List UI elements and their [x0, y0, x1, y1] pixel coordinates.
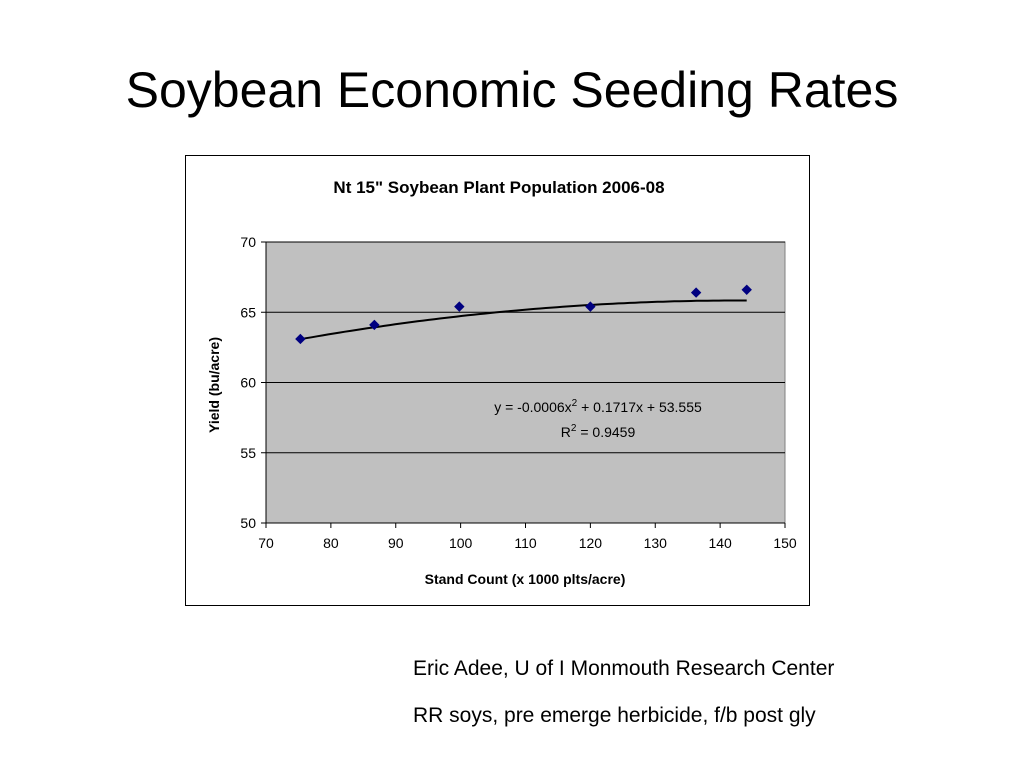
chart-title: Nt 15" Soybean Plant Population 2006-08: [333, 178, 664, 197]
y-tick-label: 50: [240, 515, 256, 531]
chart-frame: Nt 15" Soybean Plant Population 2006-08 …: [185, 155, 810, 606]
x-tick-label: 150: [773, 535, 797, 551]
data-point: [585, 301, 596, 312]
y-tick-label: 70: [240, 234, 256, 250]
x-tick-label: 110: [514, 535, 537, 551]
x-tick-label: 120: [579, 535, 603, 551]
author-note: Eric Adee, U of I Monmouth Research Cent…: [413, 657, 835, 680]
tick-labels: 50 55 60 65 70 70 80 90 100 110 120 130 140 150: [240, 234, 796, 551]
x-tick-label: 70: [258, 535, 274, 551]
x-tick-label: 90: [388, 535, 404, 551]
y-tick-label: 60: [240, 375, 256, 391]
data-point: [295, 333, 306, 345]
slide-title: Soybean Economic Seeding Rates: [125, 62, 899, 118]
x-tick-label: 140: [708, 535, 732, 551]
data-point: [454, 301, 465, 312]
trendline-equation: y = -0.0006x2 + 0.1717x + 53.555: [494, 398, 702, 415]
x-tick-label: 100: [449, 535, 473, 551]
data-point: [741, 284, 752, 295]
gridlines: [266, 241, 785, 454]
data-points: [295, 284, 752, 345]
y-tick-label: 55: [240, 445, 256, 461]
trendline-r2: R2 = 0.9459: [561, 423, 636, 440]
y-axis-label: Yield (bu/acre): [206, 337, 222, 433]
data-point: [690, 287, 702, 298]
x-axis-label: Stand Count (x 1000 plts/acre): [425, 571, 626, 587]
y-tick-label: 65: [240, 304, 256, 320]
x-tick-label: 130: [644, 535, 668, 551]
axes: [261, 241, 786, 528]
treatment-note: RR soys, pre emerge herbicide, f/b post …: [413, 704, 816, 727]
data-point: [369, 319, 380, 331]
scatter-chart: Nt 15" Soybean Plant Population 2006-08 …: [206, 178, 797, 587]
x-tick-label: 80: [323, 535, 339, 551]
